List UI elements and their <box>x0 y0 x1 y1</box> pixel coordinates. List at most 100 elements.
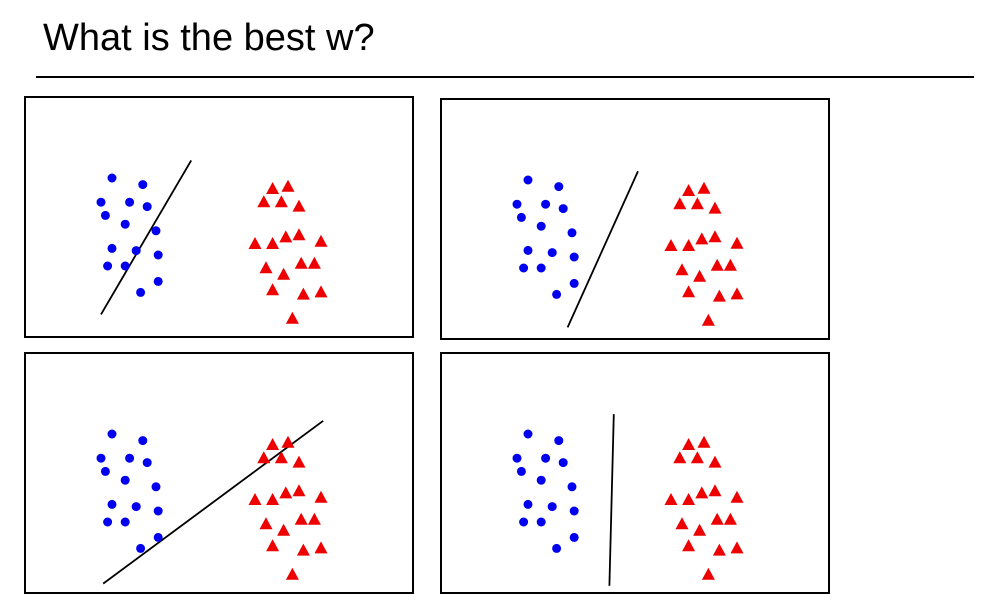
red-triangle-point <box>730 236 744 249</box>
red-triangle-point <box>266 438 280 450</box>
red-triangle-point <box>266 493 280 505</box>
red-triangle-point <box>723 258 737 271</box>
blue-point <box>107 429 117 439</box>
separating-line <box>100 159 192 315</box>
red-triangle-point <box>673 197 687 210</box>
red-triangle-point <box>712 543 726 556</box>
blue-point <box>100 210 110 220</box>
red-triangle-point <box>296 543 310 556</box>
blue-point <box>107 499 117 509</box>
red-triangle-point <box>693 523 707 536</box>
red-triangle-point <box>708 484 722 497</box>
red-triangle-point <box>697 435 711 448</box>
red-triangle-point <box>274 195 288 208</box>
red-triangle-point <box>682 493 696 505</box>
red-triangle-point <box>285 567 299 580</box>
red-triangle-point <box>730 541 744 554</box>
red-triangle-point <box>248 237 262 249</box>
red-triangle-point <box>266 539 280 552</box>
panel-4 <box>440 352 830 594</box>
red-triangle-point <box>281 179 295 192</box>
blue-point <box>136 287 146 297</box>
red-triangle-point <box>695 486 709 499</box>
blue-point <box>153 250 163 260</box>
red-triangle-point <box>292 455 306 468</box>
blue-point <box>120 261 130 271</box>
red-triangle-point <box>296 287 310 300</box>
blue-point <box>107 243 117 253</box>
separating-line <box>102 420 324 585</box>
red-triangle-point <box>307 256 321 269</box>
red-triangle-point <box>664 239 678 251</box>
red-triangle-point <box>693 269 707 282</box>
red-triangle-point <box>710 512 724 525</box>
red-triangle-point <box>682 184 696 196</box>
red-triangle-point <box>307 512 321 525</box>
red-triangle-point <box>277 523 291 536</box>
red-triangle-point <box>266 182 280 194</box>
panel-frame <box>440 352 830 594</box>
red-triangle-point <box>682 285 696 298</box>
red-triangle-point <box>314 234 328 247</box>
red-triangle-point <box>701 567 715 580</box>
red-triangle-point <box>292 199 306 212</box>
blue-point <box>554 182 564 192</box>
blue-point <box>536 517 546 527</box>
red-triangle-point <box>274 451 288 464</box>
panel-frame <box>24 96 414 338</box>
blue-point <box>153 506 163 516</box>
blue-point <box>131 246 141 256</box>
blue-point <box>131 502 141 512</box>
blue-point <box>558 204 568 214</box>
red-triangle-point <box>292 484 306 497</box>
blue-point <box>120 517 130 527</box>
red-triangle-point <box>266 237 280 249</box>
red-triangle-point <box>259 517 273 530</box>
blue-point <box>523 499 533 509</box>
blue-point <box>96 453 106 463</box>
blue-point <box>96 197 106 207</box>
red-triangle-point <box>682 239 696 251</box>
blue-point <box>519 263 529 273</box>
panel-3 <box>24 352 414 594</box>
blue-point <box>558 458 568 468</box>
red-triangle-point <box>314 490 328 503</box>
blue-point <box>516 466 526 476</box>
blue-point <box>536 263 546 273</box>
red-triangle-point <box>712 289 726 302</box>
blue-point <box>136 543 146 553</box>
blue-point <box>142 458 152 468</box>
blue-point <box>523 429 533 439</box>
blue-point <box>552 289 562 299</box>
blue-point <box>552 543 562 553</box>
red-triangle-point <box>675 517 689 530</box>
blue-point <box>519 517 529 527</box>
red-triangle-point <box>294 256 308 269</box>
panel-1 <box>24 96 414 338</box>
red-triangle-point <box>257 451 271 464</box>
red-triangle-point <box>285 311 299 324</box>
blue-point <box>541 453 551 463</box>
blue-point <box>138 180 148 190</box>
red-triangle-point <box>277 267 291 280</box>
red-triangle-point <box>708 201 722 214</box>
red-triangle-point <box>710 258 724 271</box>
red-triangle-point <box>697 181 711 194</box>
panel-2 <box>440 98 830 340</box>
blue-point <box>569 506 579 516</box>
red-triangle-point <box>675 263 689 276</box>
blue-point <box>547 248 557 258</box>
blue-point <box>103 261 113 271</box>
red-triangle-point <box>266 283 280 296</box>
blue-point <box>153 532 163 542</box>
blue-point <box>512 199 522 209</box>
blue-point <box>120 219 130 229</box>
blue-point <box>554 436 564 446</box>
blue-point <box>153 276 163 286</box>
blue-point <box>107 173 117 183</box>
red-triangle-point <box>695 232 709 245</box>
red-triangle-point <box>723 512 737 525</box>
title-divider <box>36 76 974 78</box>
red-triangle-point <box>314 285 328 298</box>
red-triangle-point <box>730 287 744 300</box>
